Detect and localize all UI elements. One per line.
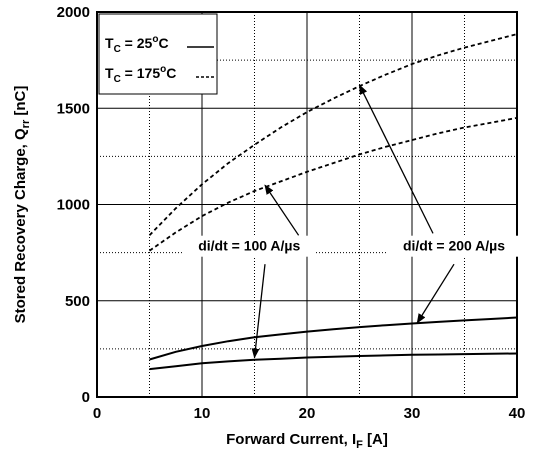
legend-unit: C: [158, 35, 168, 51]
legend-entry-label: TC = 25oC: [105, 34, 169, 55]
legend-entry-label: TC = 175oC: [105, 64, 176, 85]
annotation-label: di/dt = 200 A/µs: [403, 238, 505, 254]
legend-prefix: T: [105, 65, 114, 81]
annotation-label-bg: [388, 235, 520, 257]
y-tick-label: 1000: [57, 197, 90, 214]
legend-sub: C: [114, 74, 121, 85]
legend-value: = 25: [121, 35, 153, 51]
x-tick-label: 0: [93, 405, 101, 422]
legend-prefix: T: [105, 35, 114, 51]
legend-sub: C: [114, 44, 121, 55]
legend-unit: C: [166, 65, 176, 81]
legend-value: = 175: [121, 65, 161, 81]
x-tick-label: 40: [509, 405, 526, 422]
annotations: di/dt = 100 A/µs di/dt = 200 A/µs: [183, 84, 520, 359]
series-line-3: [149, 316, 518, 361]
plot-frame: [96, 11, 518, 398]
y-axis-title: Stored Recovery Charge, Qrr [nC]: [12, 86, 32, 324]
x-tick-label: 30: [404, 405, 421, 422]
axis-titles: Forward Current, IF [A] Stored Recovery C…: [12, 86, 388, 451]
y-axis-title-main: Stored Recovery Charge, Q: [12, 128, 29, 323]
annotation-label: di/dt = 100 A/µs: [198, 238, 300, 254]
y-tick-label: 1500: [57, 100, 90, 117]
legend-sup: o: [152, 34, 158, 45]
y-tick-label: 2000: [57, 4, 90, 21]
annotation-arrow: [358, 84, 434, 234]
x-axis-title: Forward Current, IF [A]: [226, 431, 388, 451]
annotation-arrow: [416, 263, 455, 324]
series-line-1: [148, 33, 518, 236]
y-tick-label: 500: [65, 293, 90, 310]
annotation-arrow: [251, 264, 266, 359]
x-axis-title-sub: F: [356, 439, 363, 451]
series-line-2: [148, 117, 518, 252]
legend-sup: o: [160, 64, 166, 75]
series-layer: [148, 33, 518, 371]
annotation-arrow: [264, 184, 300, 236]
series-line-4: [149, 352, 518, 371]
y-tick-label: 0: [82, 389, 90, 406]
y-axis-title-sub: rr: [20, 119, 32, 128]
x-axis-title-unit: [A]: [363, 431, 388, 448]
x-tick-label: 10: [194, 405, 211, 422]
x-tick-label: 20: [299, 405, 316, 422]
x-axis-title-main: Forward Current, I: [226, 431, 356, 448]
tick-labels: 0 10 20 30 40 0 500 1000 1500 2000: [57, 4, 526, 422]
annotation-label-bg: [183, 235, 316, 257]
y-axis-title-unit: [nC]: [12, 86, 29, 120]
legend-box: [98, 13, 218, 95]
